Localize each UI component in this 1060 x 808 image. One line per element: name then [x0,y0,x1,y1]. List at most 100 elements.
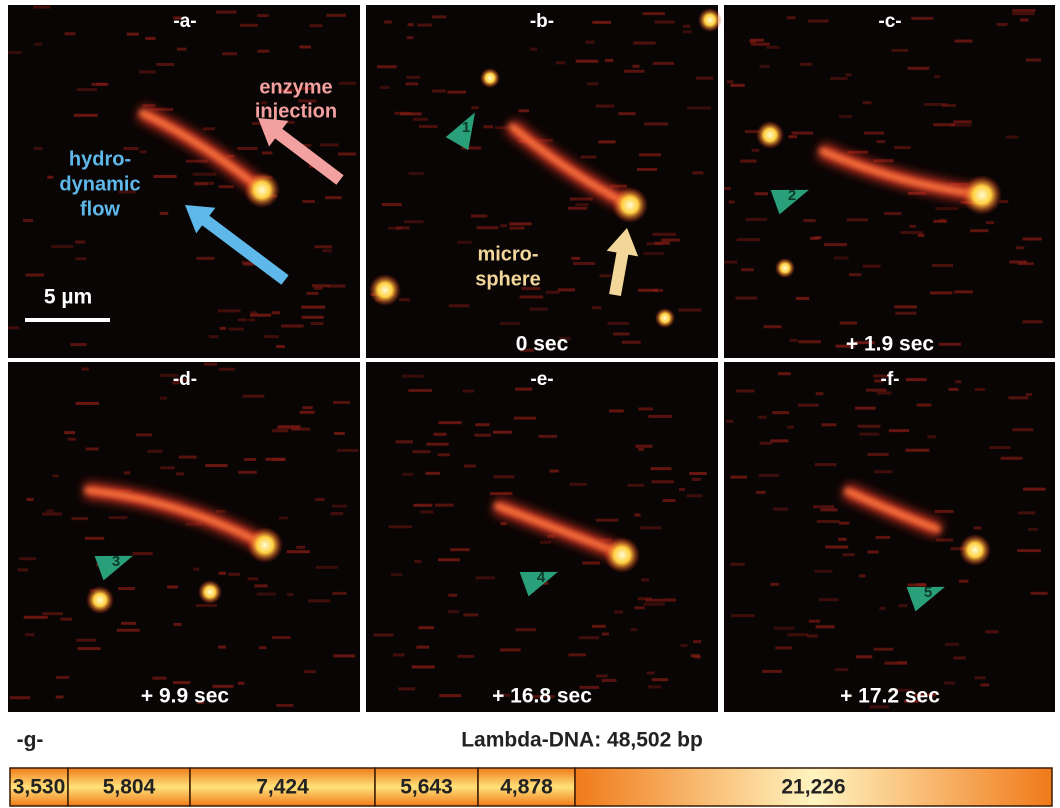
noise [653,62,674,65]
noise [76,402,100,405]
noise [778,372,791,375]
annotation: dynamic [59,173,140,195]
noise [193,568,199,571]
noise [917,404,932,407]
noise [609,409,624,412]
noise [25,633,35,636]
noise [457,241,471,244]
noise [628,484,645,487]
noise [218,309,241,312]
noise [435,504,454,507]
noise [438,558,460,561]
noise [509,227,524,230]
noise [432,15,446,18]
noise [500,224,507,227]
noise [986,221,994,224]
noise [639,153,661,156]
noise [655,21,675,24]
time-label: + 17.2 sec [840,685,940,708]
noise [648,685,661,688]
noise [997,23,1008,26]
time-label: + 16.8 sec [492,685,592,708]
noise [518,109,529,112]
noise [622,341,641,344]
noise [272,311,280,314]
noise [985,630,998,633]
noise [729,200,735,203]
noise [885,662,907,665]
noise [663,499,676,502]
noise [727,80,734,83]
noise [464,465,476,468]
noise [203,127,215,130]
noise [855,407,876,410]
noise [10,696,30,699]
noise [652,678,669,681]
noise [740,160,756,163]
noise [78,647,101,650]
noise [418,626,434,629]
noise [932,264,953,267]
noise [257,593,276,596]
noise [413,118,428,121]
noise [575,203,589,206]
noise [86,447,99,450]
noise [845,73,851,76]
bead [86,586,114,614]
noise [145,37,155,40]
noise [936,538,953,541]
noise [975,388,985,391]
noise [237,147,257,150]
panel-label: -c- [878,11,901,32]
noise [311,322,324,325]
noise [326,14,346,17]
noise [934,220,947,223]
noise [308,599,330,602]
noise [177,48,187,51]
noise [46,509,53,512]
noise [412,665,435,668]
noise [35,43,43,46]
noise [752,149,759,152]
noise [653,289,663,292]
marker-number: 5 [924,584,932,601]
annotation: injection [255,100,337,122]
noise [815,570,833,573]
noise [807,634,818,637]
map-title: Lambda-DNA: 48,502 bp [461,729,703,752]
noise [803,219,815,222]
noise [558,288,575,291]
noise [568,653,586,656]
noise [642,12,664,15]
noise [281,324,303,327]
noise [196,257,214,260]
noise [219,185,234,188]
noise [638,448,644,451]
noise [374,633,394,636]
noise [573,262,595,265]
noise [839,522,849,525]
annotation: enzyme [259,76,332,98]
panels [8,5,1055,712]
noise [1008,396,1028,399]
noise [449,304,470,307]
noise [864,132,884,135]
noise [907,67,929,70]
noise [798,404,819,407]
noise [693,640,701,643]
noise [276,345,285,348]
noise [607,322,628,325]
noise [894,305,916,308]
noise [949,388,959,391]
noise [109,516,128,519]
noise [320,143,339,146]
noise [798,340,821,343]
noise [334,432,345,435]
noise [819,598,839,601]
noise [814,236,821,239]
noise [124,471,131,474]
noise [56,676,69,679]
noise [745,218,767,221]
noise [635,606,645,609]
noise [402,375,424,378]
